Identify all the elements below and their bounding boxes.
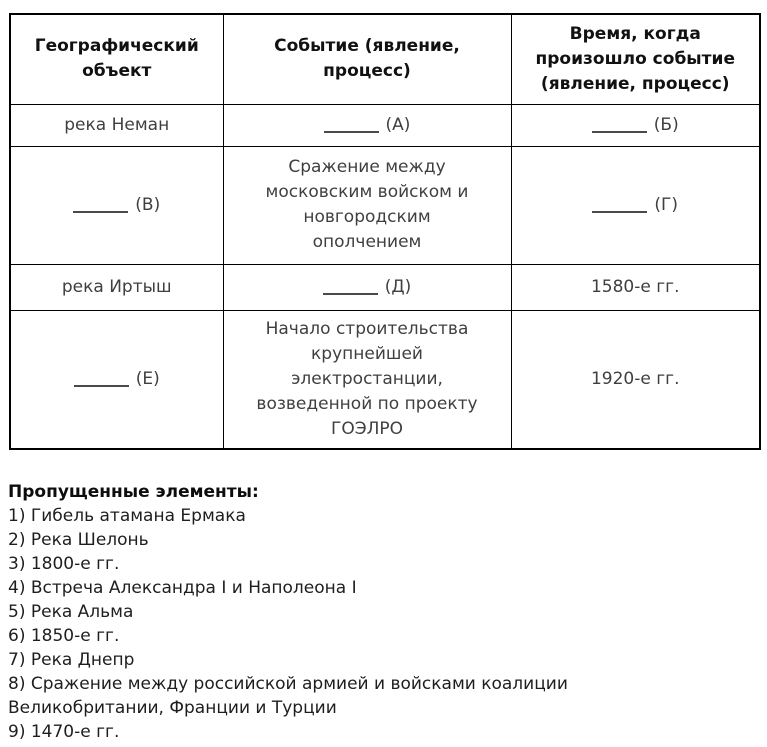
cell-event-blank: (А) <box>222 103 512 147</box>
list-item: 3) 1800-е гг. <box>8 553 120 574</box>
object-text: река Иртыш <box>61 276 172 297</box>
cell-time-blank: (Б) <box>510 103 761 147</box>
event-text: Сражение между московским войском и новг… <box>265 157 469 252</box>
list-item: 5) Река Альма <box>8 601 134 622</box>
cell-time-blank: (Г) <box>510 145 761 265</box>
cell-event-blank: (Д) <box>222 263 512 311</box>
header-geographic-object: Географический объект <box>9 13 224 105</box>
event-text: Начало строительства крупнейшей электрос… <box>256 318 478 439</box>
blank-line <box>323 130 379 133</box>
header-event: Событие (явление, процесс) <box>222 13 512 105</box>
list-item: 6) 1850-е гг. <box>8 625 120 646</box>
table-row: река Иртыш (Д) 1580-е гг. <box>9 263 761 311</box>
table-row: (В) Сражение между московским войском и … <box>9 145 761 265</box>
worksheet-page: Географический объект Событие (явление, … <box>0 13 767 747</box>
header-time: Время, когда произошло событие (явление,… <box>510 13 761 105</box>
blank-label: (Г) <box>654 194 679 215</box>
cell-time: 1920-е гг. <box>510 309 761 449</box>
blank-line <box>322 292 378 295</box>
missing-elements-heading: Пропущенные элементы: <box>8 481 259 502</box>
blank-label: (В) <box>135 194 161 215</box>
blank-line <box>592 210 648 213</box>
table-row: река Неман (А) (Б) <box>9 103 761 147</box>
cell-object: река Неман <box>9 103 224 147</box>
blank-label: (Д) <box>384 276 412 297</box>
cell-object-blank: (Е) <box>9 309 224 449</box>
matching-table: Географический объект Событие (явление, … <box>9 13 761 450</box>
list-item: 2) Река Шелонь <box>8 529 149 550</box>
missing-elements-section: Пропущенные элементы: 1) Гибель атамана … <box>8 480 618 744</box>
blank-label: (Б) <box>653 114 679 135</box>
list-item: 9) 1470-е гг. <box>8 721 120 742</box>
cell-event: Начало строительства крупнейшей электрос… <box>222 309 512 449</box>
cell-time: 1580-е гг. <box>510 263 761 311</box>
list-item: 1) Гибель атамана Ермака <box>8 505 246 526</box>
list-item: 7) Река Днепр <box>8 649 135 670</box>
blank-label: (А) <box>385 114 411 135</box>
list-item: 4) Встреча Александра I и Наполеона I <box>8 577 357 598</box>
time-text: 1920-е гг. <box>590 368 680 389</box>
blank-line <box>591 130 647 133</box>
blank-line <box>73 384 129 387</box>
table-row: (Е) Начало строительства крупнейшей элек… <box>9 309 761 449</box>
time-text: 1580-е гг. <box>590 276 680 297</box>
blank-label: (Е) <box>135 368 160 389</box>
cell-object: река Иртыш <box>9 263 224 311</box>
cell-object-blank: (В) <box>9 145 224 265</box>
cell-event: Сражение между московским войском и новг… <box>222 145 512 265</box>
table-header-row: Географический объект Событие (явление, … <box>9 13 761 105</box>
blank-line <box>73 210 129 213</box>
object-text: река Неман <box>64 114 170 135</box>
list-item: 8) Сражение между российской армией и во… <box>8 673 568 718</box>
